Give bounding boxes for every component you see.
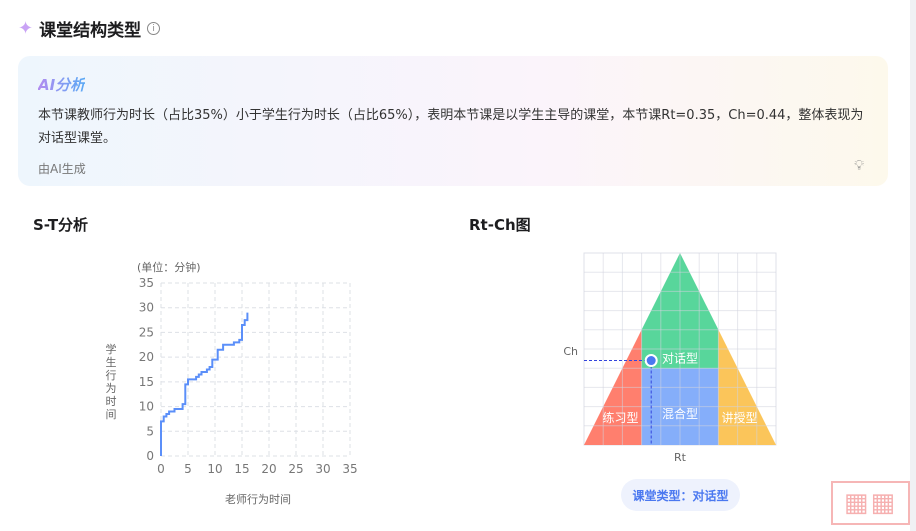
rtch-x-label: Rt [674,451,687,464]
st-y-tick: 30 [139,301,154,315]
lamp-icon[interactable]: 💡︎ [854,158,864,174]
region-label: 对话型 [662,351,698,365]
info-icon[interactable]: i [147,22,161,35]
ai-analysis-card: AI分析 本节课教师行为时长（占比35%）小于学生行为时长（占比65%），表明本… [18,56,888,186]
sparkle-icon: ✦ [18,18,34,39]
region-label: 练习型 [602,410,638,425]
ai-generated-note: 由AI生成 [38,162,86,176]
st-x-tick: 0 [157,462,165,476]
scrollbar-track[interactable] [910,0,916,531]
st-y-tick: 25 [139,325,154,339]
ai-analysis-text: 本节课教师行为时长（占比35%）小于学生行为时长（占比65%），表明本节课是以学… [38,108,864,146]
region-label: 混合型 [662,406,698,421]
st-x-tick: 25 [288,462,303,476]
watermark-logo: ▦▦ [831,481,910,525]
data-point [644,354,658,368]
st-curve [160,312,249,456]
rtch-y-label: Ch [563,345,578,358]
st-y-tick: 0 [146,449,154,463]
st-y-tick: 10 [139,400,154,414]
st-unit-label: (单位：分钟) [137,260,201,274]
st-y-tick: 20 [139,350,154,364]
rtch-title: Rt-Ch图 [469,216,531,234]
st-x-tick: 10 [207,462,222,476]
st-x-tick: 20 [261,462,276,476]
st-x-tick: 35 [342,462,357,476]
section-title: 课堂结构类型 [39,21,142,41]
st-title: S-T分析 [33,216,89,234]
class-type-badge: 课堂类型：对话型 [621,479,740,511]
st-y-tick: 35 [139,276,154,290]
st-y-tick: 5 [146,424,154,438]
st-x-tick: 5 [184,462,192,476]
st-x-label: 老师行为时间 [225,493,291,506]
ai-analysis-label: AI分析 [38,76,86,94]
st-x-tick: 15 [234,462,249,476]
section-header: ✦ 课堂结构类型 i [18,16,161,41]
st-y-tick: 15 [139,375,154,389]
st-x-tick: 30 [315,462,330,476]
region-label: 讲授型 [722,410,758,425]
st-y-label: 学生行为时间 [106,342,117,421]
